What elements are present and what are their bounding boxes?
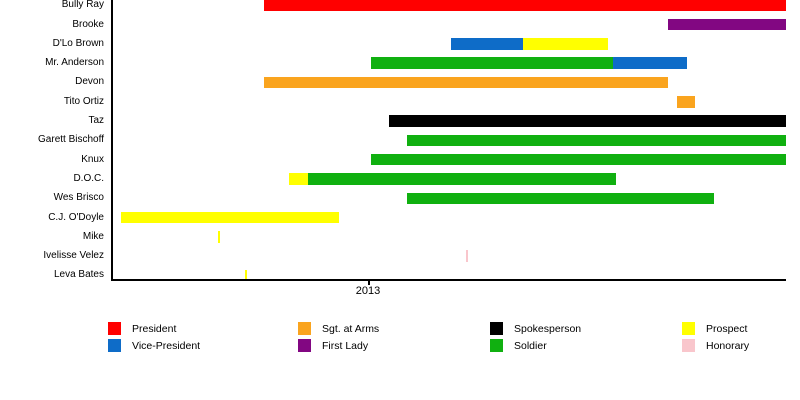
legend-label: Honorary (706, 340, 750, 352)
timeline-bar (264, 0, 786, 11)
legend-swatch (490, 339, 503, 352)
legend-swatch (108, 339, 121, 352)
row-label: D.O.C. (73, 172, 104, 184)
legend-swatch (108, 322, 121, 335)
bars-layer (121, 0, 786, 279)
timeline-bar (218, 231, 220, 243)
legend-label: Spokesperson (514, 323, 582, 335)
legend-swatch (682, 339, 695, 352)
timeline-bar (451, 38, 523, 50)
timeline-bar (407, 192, 714, 204)
legend-swatch (298, 322, 311, 335)
legend-swatch (490, 322, 503, 335)
row-label: Knux (81, 153, 104, 165)
row-label: Brooke (72, 18, 104, 30)
x-axis-tick-label: 2013 (355, 285, 381, 297)
row-label: Tito Ortiz (63, 95, 104, 107)
legend-label: Vice-President (132, 340, 201, 352)
legend: President Vice-President Sgt. at Arms First… (0, 315, 800, 365)
row-label: Bully Ray (61, 0, 104, 11)
timeline-bar (308, 173, 616, 185)
timeline-bar (371, 153, 786, 166)
y-axis-line (111, 0, 113, 279)
legend-label: Prospect (706, 323, 748, 335)
row-label: Mike (82, 230, 104, 242)
legend-swatch (298, 339, 311, 352)
legend-swatch (682, 322, 695, 335)
row-label: Devon (75, 76, 104, 88)
legend-label: First Lady (322, 340, 369, 352)
timeline-bar (677, 96, 695, 108)
row-label: C.J. O'Doyle (48, 211, 104, 223)
timeline-bar (289, 173, 308, 185)
legend-label: Sgt. at Arms (322, 323, 380, 335)
row-label: Taz (88, 115, 104, 127)
timeline-bar (245, 269, 247, 279)
row-label: Ivelisse Velez (43, 250, 104, 262)
timeline-bar (264, 76, 668, 89)
row-label: D'Lo Brown (52, 37, 104, 49)
x-axis-line (111, 279, 786, 281)
timeline-bar (523, 38, 608, 50)
plot-area: Bully Ray Brooke D'Lo Brown Mr. Anderson Dev… (0, 0, 786, 297)
row-labels: Bully Ray Brooke D'Lo Brown Mr. Anderson Dev… (0, 0, 104, 281)
row-label: Mr. Anderson (45, 57, 104, 69)
timeline-bar (389, 115, 786, 127)
timeline-bar (668, 18, 786, 31)
timeline-bar (371, 57, 613, 69)
timeline-bar (466, 250, 468, 262)
legend-label: Soldier (514, 340, 547, 352)
legend-label: President (132, 323, 177, 335)
timeline-bar (613, 57, 687, 69)
x-axis-tick-2013 (368, 279, 370, 285)
row-label: Garett Bischoff (38, 134, 104, 146)
timeline-bar (407, 134, 786, 147)
row-label: Leva Bates (53, 269, 104, 281)
timeline-bar (121, 211, 339, 224)
row-label: Wes Brisco (53, 192, 104, 204)
